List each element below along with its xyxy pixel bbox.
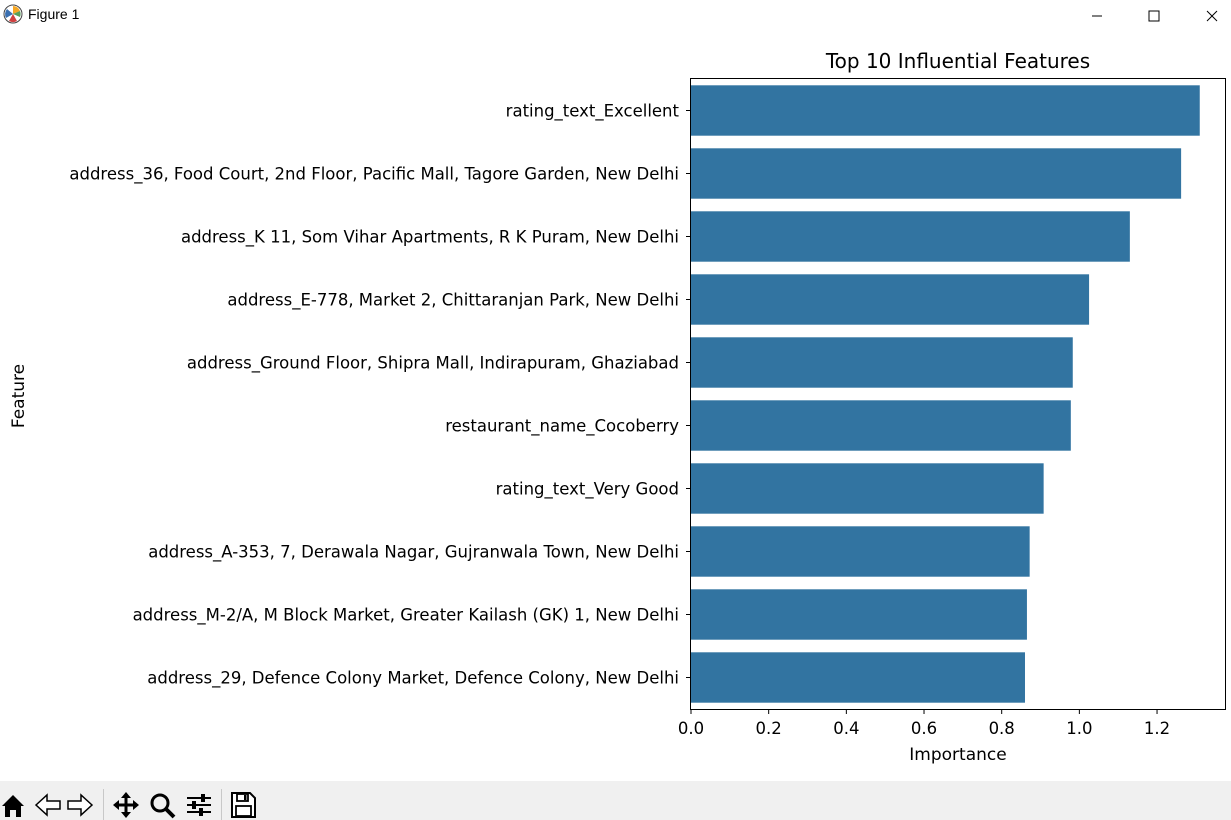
maximize-button[interactable] (1131, 0, 1177, 31)
bar (691, 337, 1073, 388)
y-tick-label: address_36, Food Court, 2nd Floor, Pacif… (69, 165, 679, 185)
bars-layer (691, 85, 1200, 703)
bar (691, 526, 1030, 577)
navigation-toolbar (0, 781, 1231, 820)
pan-button[interactable] (111, 790, 141, 820)
minimize-icon (1092, 15, 1102, 16)
y-tick-labels: rating_text_Excellent address_36, Food Co… (69, 102, 691, 689)
magnifier-icon (150, 793, 176, 819)
home-icon (2, 795, 24, 817)
forward-arrow-icon (67, 793, 94, 817)
close-icon (1206, 10, 1218, 21)
home-button[interactable] (0, 790, 26, 820)
x-tick-label: 1.0 (1066, 719, 1092, 738)
move-icon (113, 792, 139, 818)
save-button[interactable] (228, 790, 258, 820)
x-tick-label: 0.4 (833, 719, 859, 738)
zoom-button[interactable] (148, 790, 178, 820)
y-tick-label: address_E-778, Market 2, Chittaranjan Pa… (227, 291, 679, 311)
x-axis-label: Importance (909, 745, 1006, 765)
y-tick-label: address_Ground Floor, Shipra Mall, Indir… (187, 354, 679, 374)
y-tick-label: address_A-353, 7, Derawala Nagar, Gujran… (148, 543, 679, 563)
plot-frame (690, 78, 1226, 710)
window-title: Figure 1 (28, 6, 80, 22)
toolbar-separator (221, 789, 222, 820)
bar (691, 589, 1027, 640)
sliders-icon (187, 794, 211, 816)
x-tick-label: 1.2 (1144, 719, 1170, 738)
chart-title: Top 10 Influential Features (825, 49, 1090, 73)
y-axis-label: Feature (9, 364, 29, 428)
window-titlebar: Figure 1 (0, 0, 1231, 31)
minimize-button[interactable] (1074, 0, 1120, 31)
bar (691, 274, 1090, 325)
x-tick-label: 0.6 (911, 719, 937, 738)
back-button[interactable] (34, 790, 62, 820)
floppy-disk-icon (231, 792, 256, 818)
bar-chart: Top 10 Influential Features rating_text_… (9, 49, 1226, 765)
y-tick-label: address_K 11, Som Vihar Apartments, R K … (181, 228, 679, 248)
x-tick-label: 0.0 (678, 719, 704, 738)
bar (691, 211, 1130, 262)
bar (691, 652, 1025, 703)
bar (691, 85, 1200, 136)
back-arrow-icon (34, 793, 61, 817)
bar (691, 463, 1044, 514)
y-tick-label: restaurant_name_Cocoberry (445, 417, 679, 437)
toolbar-separator (103, 789, 104, 820)
bar (691, 400, 1071, 451)
x-tick-label: 0.2 (756, 719, 782, 738)
y-tick-label: address_M-2/A, M Block Market, Greater K… (133, 606, 679, 626)
forward-button[interactable] (66, 790, 94, 820)
close-button[interactable] (1189, 0, 1231, 31)
y-tick-label: rating_text_Excellent (506, 102, 680, 122)
configure-subplots-button[interactable] (184, 790, 214, 820)
y-tick-label: address_29, Defence Colony Market, Defen… (147, 669, 679, 689)
y-tick-label: rating_text_Very Good (496, 480, 679, 500)
maximize-icon (1148, 10, 1160, 21)
bar (691, 148, 1182, 199)
x-tick-labels: 0.0 0.2 0.4 0.6 0.8 1.0 1.2 (678, 709, 1170, 738)
x-tick-label: 0.8 (989, 719, 1015, 738)
app-logo-icon (3, 4, 23, 24)
figure-canvas[interactable]: Top 10 Influential Features rating_text_… (0, 31, 1231, 781)
